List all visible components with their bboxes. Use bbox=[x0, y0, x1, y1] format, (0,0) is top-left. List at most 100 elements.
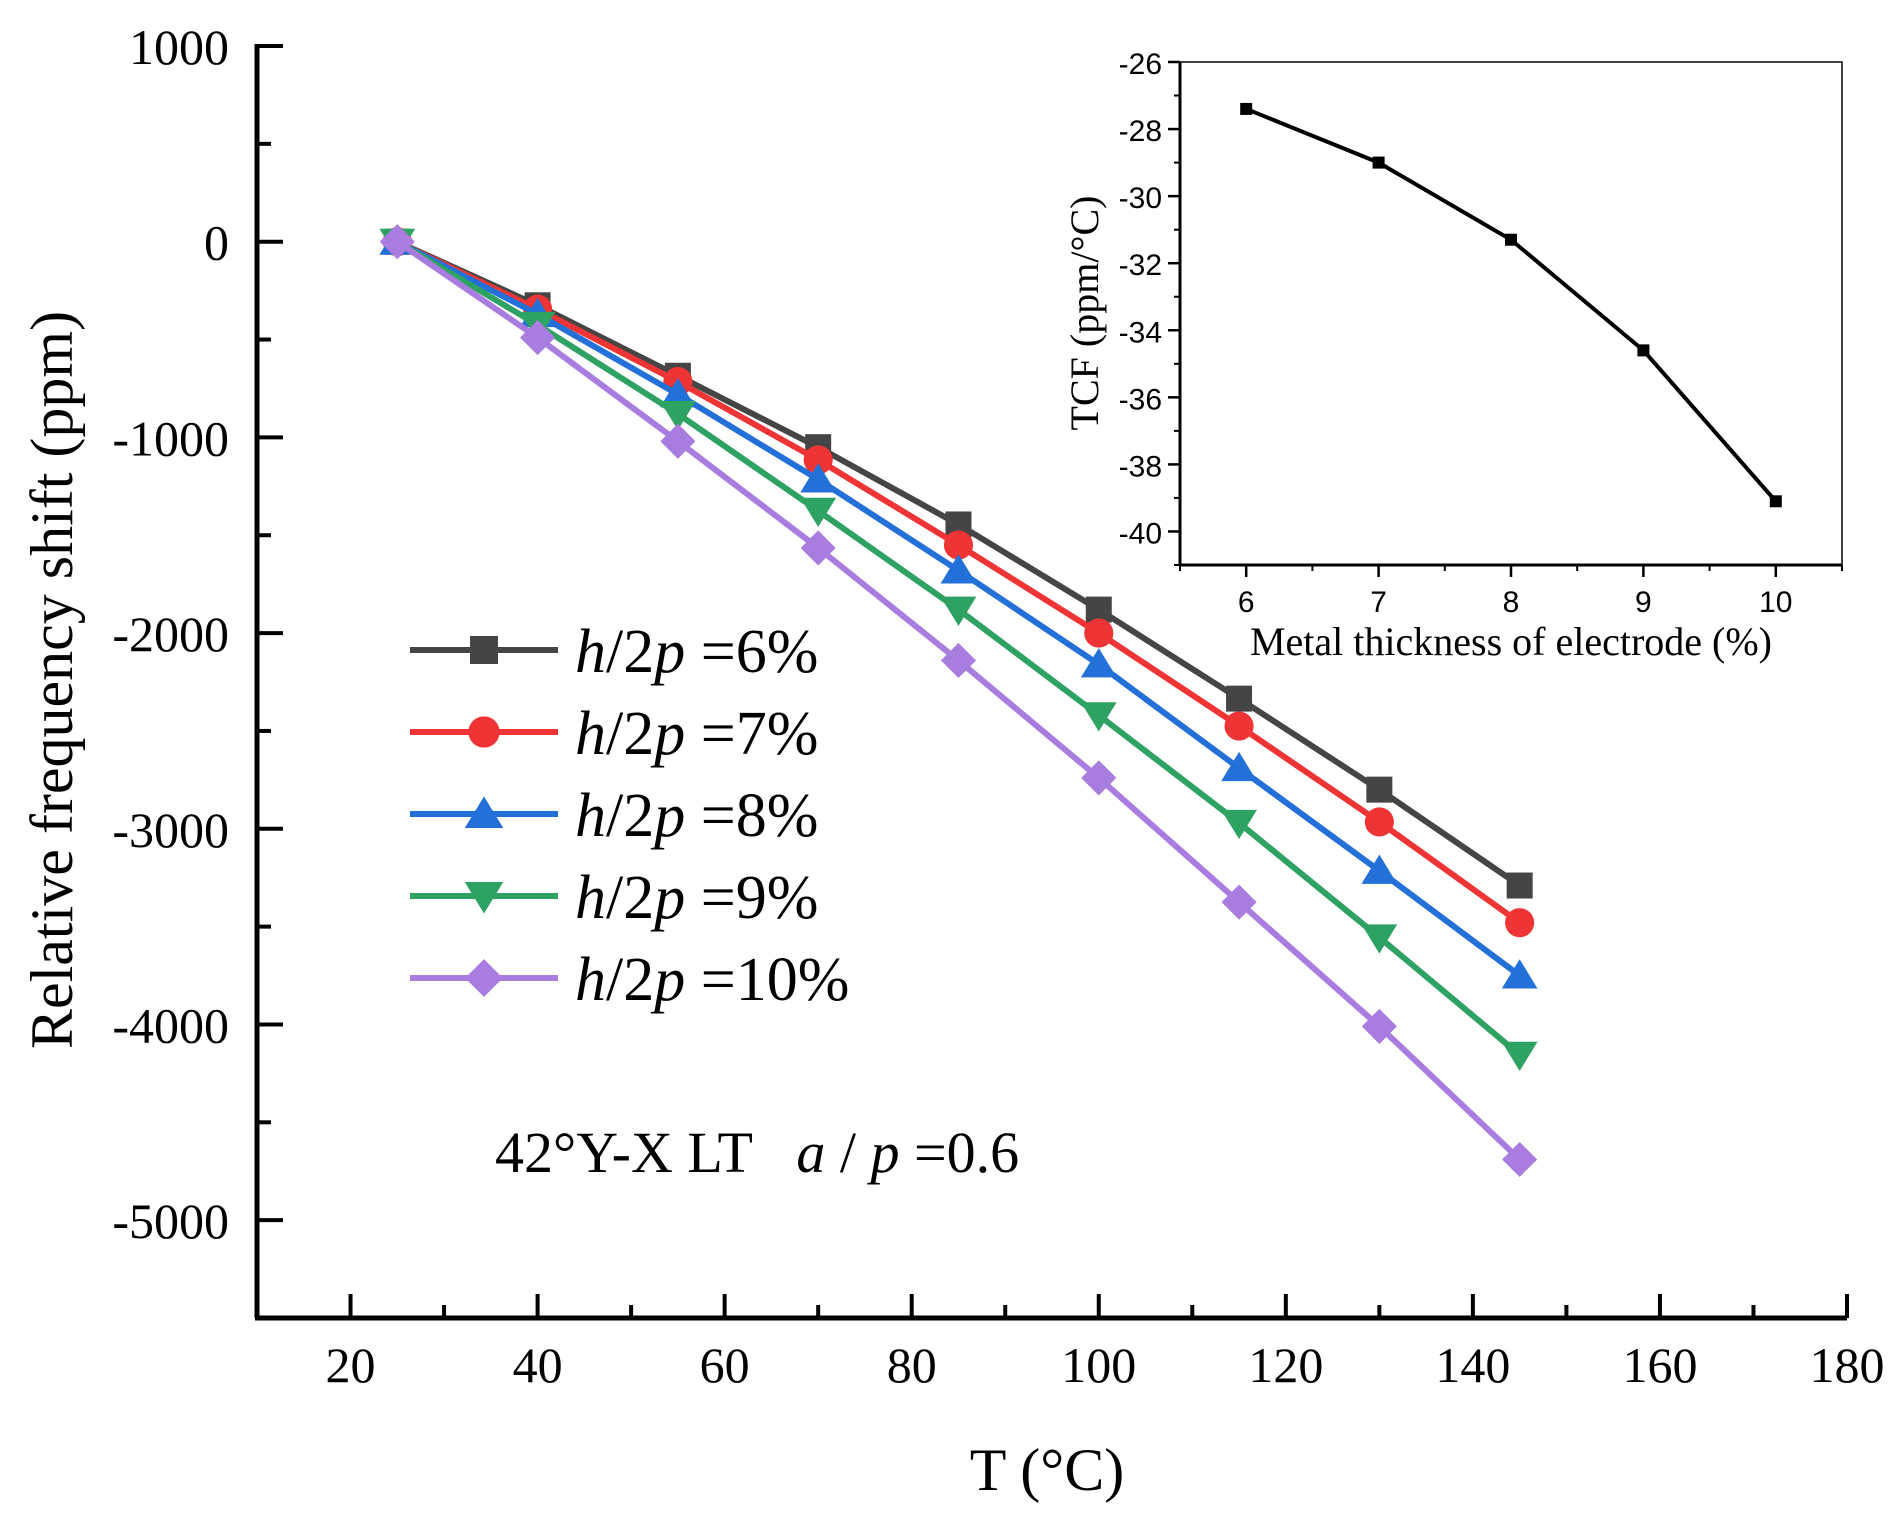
legend-var-h: h bbox=[575, 864, 606, 932]
main-y-tick-label: 1000 bbox=[129, 19, 229, 75]
series-3-point bbox=[660, 378, 696, 408]
main-y-tick-label: -3000 bbox=[112, 802, 229, 858]
series-2-point bbox=[1084, 618, 1114, 648]
annotation-var-a: a bbox=[796, 1120, 825, 1185]
series-3-point bbox=[1361, 854, 1398, 884]
inset-y-axis-label: TCF (ppm/°C) bbox=[1062, 196, 1107, 431]
series-2-point bbox=[943, 530, 974, 560]
series-3-point bbox=[940, 554, 977, 584]
series-4 bbox=[379, 228, 1538, 1072]
series-5-point bbox=[1081, 760, 1117, 796]
main-y-axis-label: Relative frequency shift (ppm) bbox=[19, 311, 85, 1049]
series-2-point bbox=[1224, 711, 1254, 741]
legend-value: =6% bbox=[685, 618, 818, 686]
inset-x-axis-label: Metal thickness of electrode (%) bbox=[1250, 619, 1772, 664]
series-3-point bbox=[800, 463, 837, 493]
series-4-point bbox=[940, 596, 977, 626]
main-y-tick-label: -4000 bbox=[112, 997, 229, 1053]
series-4-point bbox=[800, 497, 837, 528]
main-x-tick-label: 100 bbox=[1061, 1337, 1136, 1393]
main-y-tick-label: 0 bbox=[204, 215, 229, 271]
series-2-point bbox=[803, 445, 833, 475]
main-x-axis-label: T (°C) bbox=[970, 1437, 1125, 1503]
series-5-point bbox=[1361, 1008, 1397, 1044]
legend-mid: /2 bbox=[606, 782, 654, 850]
inset-y-tick-label: -40 bbox=[1119, 517, 1162, 550]
legend: h/2p =6%h/2p =7%h/2p =8%h/2p =9%h/2p =10… bbox=[410, 618, 849, 1014]
series-2-point bbox=[1364, 807, 1394, 837]
main-x-tick-label: 20 bbox=[326, 1337, 376, 1393]
inset-y-tick-label: -32 bbox=[1119, 249, 1162, 282]
legend-entry-4: h/2p =9% bbox=[410, 864, 818, 932]
legend-label: h/2p =8% bbox=[575, 782, 818, 850]
legend-var-p: p bbox=[650, 864, 685, 932]
legend-label: h/2p =9% bbox=[575, 864, 818, 932]
series-5-point bbox=[660, 423, 696, 459]
inset-series-point bbox=[1372, 156, 1385, 169]
series-5-point bbox=[940, 642, 977, 679]
main-x-tick-label: 140 bbox=[1435, 1337, 1510, 1393]
series-1-point bbox=[1226, 685, 1253, 712]
series-4-point bbox=[1501, 1041, 1538, 1072]
inset-y-tick-label: -36 bbox=[1119, 383, 1162, 416]
main-x-tick-label: 40 bbox=[513, 1337, 563, 1393]
main-x-tick-label: 160 bbox=[1622, 1337, 1697, 1393]
main-annotation: 42°Y-X LT a / p =0.6 bbox=[495, 1120, 1019, 1185]
inset-axes bbox=[1168, 60, 1843, 577]
legend-var-h: h bbox=[575, 618, 606, 686]
legend-value: =9% bbox=[685, 864, 818, 932]
legend-label: h/2p =6% bbox=[575, 618, 818, 686]
legend-entry-2: h/2p =7% bbox=[410, 700, 818, 768]
inset-series-point bbox=[1240, 102, 1253, 115]
legend-label: h/2p =10% bbox=[575, 946, 849, 1014]
main-axes bbox=[254, 44, 1849, 1321]
legend-marker bbox=[464, 796, 504, 828]
series-5-point bbox=[800, 530, 836, 566]
series-4-point bbox=[660, 400, 696, 431]
series-1-point bbox=[1366, 776, 1393, 803]
annotation-slash: / bbox=[840, 1120, 857, 1185]
inset-y-tick-label: -30 bbox=[1119, 182, 1162, 215]
legend-marker bbox=[468, 716, 500, 748]
annotation-var-p: p bbox=[866, 1120, 899, 1185]
series-5 bbox=[379, 224, 1538, 1178]
main-y-tick-label: -1000 bbox=[112, 410, 229, 466]
inset-y-tick-label: -38 bbox=[1119, 450, 1162, 483]
series-5-point bbox=[520, 320, 556, 356]
legend-var-h: h bbox=[575, 782, 606, 850]
legend-mid: /2 bbox=[606, 618, 654, 686]
series-4-point bbox=[1221, 809, 1257, 840]
main-x-tick-label: 80 bbox=[887, 1337, 937, 1393]
main-series-group bbox=[379, 224, 1538, 1178]
series-5-point bbox=[1221, 884, 1257, 920]
legend-mid: /2 bbox=[606, 700, 654, 768]
annotation-prefix: 42°Y-X LT bbox=[495, 1120, 752, 1185]
inset-y-tick-label: -34 bbox=[1119, 316, 1162, 349]
inset-y-tick-label: -26 bbox=[1119, 48, 1162, 81]
legend-entry-3: h/2p =8% bbox=[410, 782, 818, 850]
series-3-point bbox=[1501, 959, 1538, 989]
series-1-point bbox=[1085, 596, 1112, 623]
inset-x-tick-label: 7 bbox=[1370, 586, 1387, 619]
inset-x-tick-label: 10 bbox=[1759, 586, 1792, 619]
legend-label: h/2p =7% bbox=[575, 700, 818, 768]
inset-tick-labels: -26 -28 -30 -32 -34 -36 -38 -40 6 7 8 9 10 bbox=[1119, 48, 1793, 619]
main-x-tick-label: 120 bbox=[1248, 1337, 1323, 1393]
legend-value: =8% bbox=[685, 782, 818, 850]
series-4-point bbox=[1080, 702, 1117, 732]
legend-marker bbox=[470, 636, 498, 664]
series-3-point bbox=[1221, 751, 1257, 782]
series-2-point bbox=[1505, 908, 1535, 938]
series-3-point bbox=[1080, 648, 1117, 678]
legend-mid: /2 bbox=[606, 946, 654, 1014]
inset-series-point bbox=[1505, 233, 1517, 246]
legend-var-p: p bbox=[650, 946, 685, 1014]
inset-y-tick-label: -28 bbox=[1119, 115, 1162, 148]
legend-value: =7% bbox=[685, 700, 818, 768]
inset-background bbox=[1180, 62, 1842, 565]
legend-entry-1: h/2p =6% bbox=[410, 618, 818, 686]
legend-marker bbox=[464, 882, 504, 914]
inset-x-tick-label: 8 bbox=[1503, 586, 1520, 619]
main-x-tick-label: 180 bbox=[1810, 1337, 1885, 1393]
